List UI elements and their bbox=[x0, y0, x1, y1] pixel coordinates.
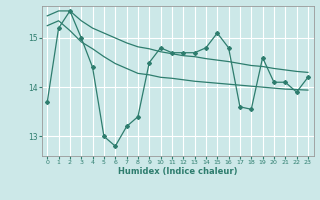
X-axis label: Humidex (Indice chaleur): Humidex (Indice chaleur) bbox=[118, 167, 237, 176]
